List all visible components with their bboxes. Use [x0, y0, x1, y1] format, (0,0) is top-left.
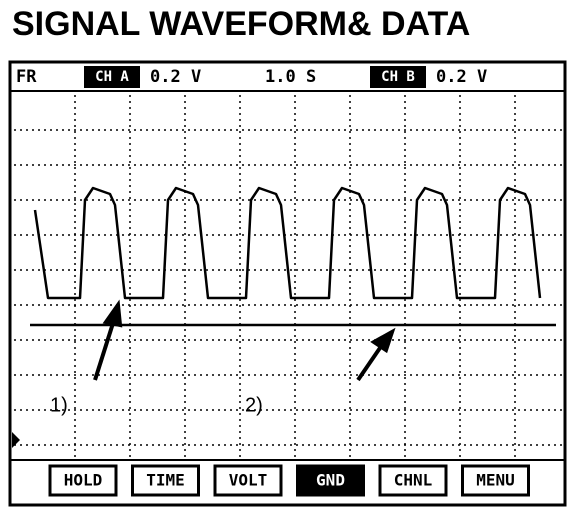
button-label[interactable]: HOLD — [64, 471, 103, 490]
channel-badge — [370, 66, 426, 88]
arrow-head — [370, 327, 396, 354]
button[interactable] — [296, 464, 365, 497]
button-row: HOLD TIME VOLT GND CHNL MENU — [48, 464, 530, 497]
arrow — [356, 343, 384, 382]
annotation: 1) — [50, 394, 68, 416]
button[interactable] — [378, 464, 448, 497]
channel-a-scale: 0.2 V — [150, 67, 201, 87]
button-label[interactable]: TIME — [146, 471, 185, 490]
channel-b: CH B — [381, 69, 415, 85]
title: SIGNAL WAVEFORM& DATA — [12, 5, 470, 43]
button[interactable] — [131, 464, 200, 497]
arrow-head — [102, 299, 123, 328]
button[interactable] — [48, 464, 118, 497]
button-label[interactable]: MENU — [476, 471, 515, 490]
scope-frame — [8, 60, 567, 507]
mode: FR — [16, 67, 37, 87]
button-label[interactable]: GND — [316, 471, 345, 490]
button[interactable] — [461, 464, 530, 497]
annotation: 2) — [245, 394, 263, 416]
waveform-trace — [33, 186, 542, 300]
channel-a: CH A — [95, 69, 129, 85]
trigger-marker — [12, 432, 20, 448]
timebase: 1.0 S — [265, 67, 316, 87]
channel-badge — [84, 66, 140, 88]
button[interactable] — [213, 464, 283, 497]
arrows — [93, 299, 396, 382]
arrow — [93, 319, 116, 381]
grid — [14, 95, 562, 458]
button-label[interactable]: CHNL — [394, 471, 433, 490]
channel-b-scale: 0.2 V — [436, 67, 487, 87]
button-label[interactable]: VOLT — [229, 471, 268, 490]
